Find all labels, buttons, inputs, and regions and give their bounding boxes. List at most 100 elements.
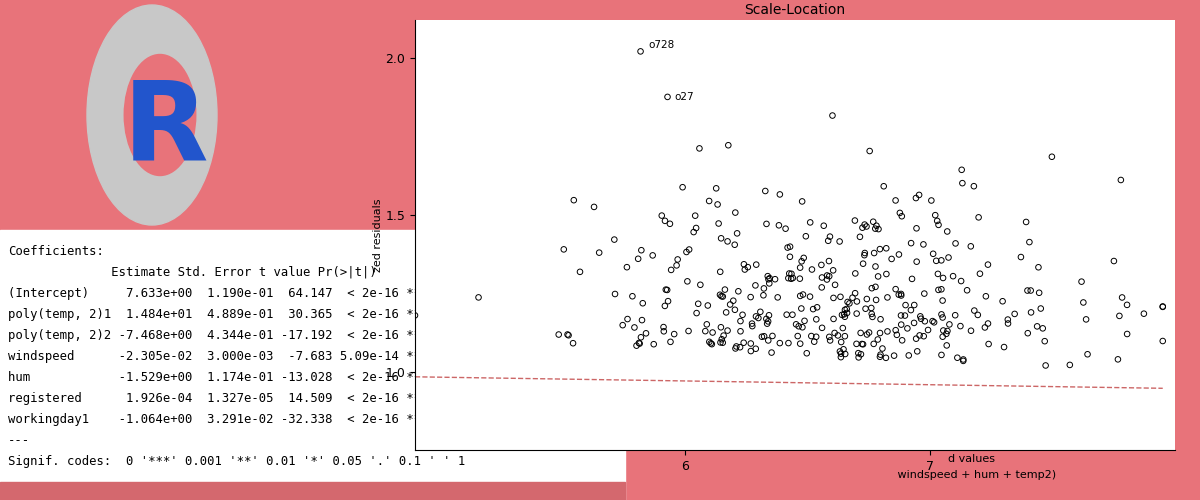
Point <box>877 244 896 252</box>
Point <box>678 278 697 285</box>
Point <box>718 238 737 246</box>
Point <box>794 317 814 325</box>
Point <box>1021 286 1040 294</box>
Point <box>928 217 947 225</box>
Point <box>943 272 962 280</box>
Point <box>685 212 704 220</box>
Point <box>786 320 805 328</box>
Point <box>952 277 971 285</box>
Point <box>1153 303 1172 311</box>
Point <box>937 228 956 235</box>
Point <box>954 357 973 365</box>
Point <box>690 144 709 152</box>
Point <box>890 209 910 217</box>
Point <box>856 249 875 257</box>
Point <box>703 328 722 336</box>
Point <box>716 308 736 316</box>
Point <box>871 350 890 358</box>
Point <box>906 334 925 342</box>
Point <box>869 272 888 280</box>
Point <box>1061 361 1080 369</box>
Point <box>806 333 826 341</box>
Point <box>713 338 732 346</box>
Point <box>932 351 952 359</box>
Point <box>758 336 778 344</box>
Point <box>905 319 924 327</box>
Point <box>794 254 814 262</box>
Point <box>851 329 870 337</box>
Point <box>830 348 850 356</box>
Point <box>800 218 820 226</box>
Point <box>658 286 677 294</box>
Point <box>838 305 857 313</box>
Point <box>812 274 832 281</box>
Point <box>749 314 768 322</box>
Point <box>1031 304 1050 312</box>
Point <box>1027 322 1046 330</box>
Point <box>626 342 646 349</box>
Text: poly(temp, 2)2 -7.468e+00  4.344e-01 -17.192  < 2e-16 ***: poly(temp, 2)2 -7.468e+00 4.344e-01 -17.… <box>8 329 428 342</box>
Point <box>758 272 778 280</box>
Point <box>961 326 980 334</box>
Point <box>742 340 761 347</box>
Point <box>673 183 692 191</box>
Point <box>835 350 854 358</box>
Point <box>776 224 796 232</box>
Point <box>846 289 865 297</box>
Point <box>929 286 948 294</box>
Point <box>857 295 876 303</box>
Point <box>820 272 839 280</box>
Point <box>406 312 425 320</box>
Point <box>728 288 748 296</box>
Point <box>1006 310 1025 318</box>
Point <box>570 268 589 276</box>
Point <box>797 349 816 357</box>
Point <box>893 336 912 344</box>
Point <box>931 256 950 264</box>
Point <box>834 310 853 318</box>
Point <box>817 276 836 283</box>
Point <box>835 332 854 340</box>
Point <box>700 197 719 205</box>
Point <box>830 238 850 246</box>
Point <box>806 316 826 324</box>
Text: registered      1.926e-04  1.327e-05  14.509  < 2e-16 ***: registered 1.926e-04 1.327e-05 14.509 < … <box>8 392 428 405</box>
Ellipse shape <box>88 5 217 225</box>
Point <box>629 255 648 263</box>
Point <box>618 315 637 323</box>
Point <box>752 332 772 340</box>
Point <box>948 354 967 362</box>
Text: workingday1    -1.064e+00  3.291e-02 -32.338  < 2e-16 ***: workingday1 -1.064e+00 3.291e-02 -32.338… <box>8 413 428 426</box>
Point <box>860 147 880 155</box>
Point <box>852 340 871 348</box>
Point <box>684 228 703 236</box>
Point <box>696 327 715 335</box>
Point <box>797 232 816 240</box>
Point <box>731 317 750 325</box>
Point <box>814 222 833 230</box>
Point <box>907 258 926 266</box>
Point <box>938 327 958 335</box>
Point <box>922 196 941 204</box>
Point <box>832 350 851 358</box>
Point <box>743 322 762 330</box>
Point <box>550 330 569 338</box>
Point <box>677 248 696 256</box>
Point <box>792 198 811 205</box>
Point <box>934 314 953 322</box>
Point <box>871 316 890 324</box>
Point <box>821 336 840 344</box>
Point <box>754 292 773 300</box>
Point <box>781 275 800 283</box>
Point <box>746 312 766 320</box>
Point <box>564 339 583 347</box>
Point <box>1104 257 1123 265</box>
Point <box>845 216 864 224</box>
Point <box>731 328 750 336</box>
Point <box>724 296 743 304</box>
Point <box>1078 350 1097 358</box>
Point <box>892 292 911 300</box>
Point <box>886 326 905 334</box>
Point <box>712 292 731 300</box>
Point <box>660 220 679 228</box>
